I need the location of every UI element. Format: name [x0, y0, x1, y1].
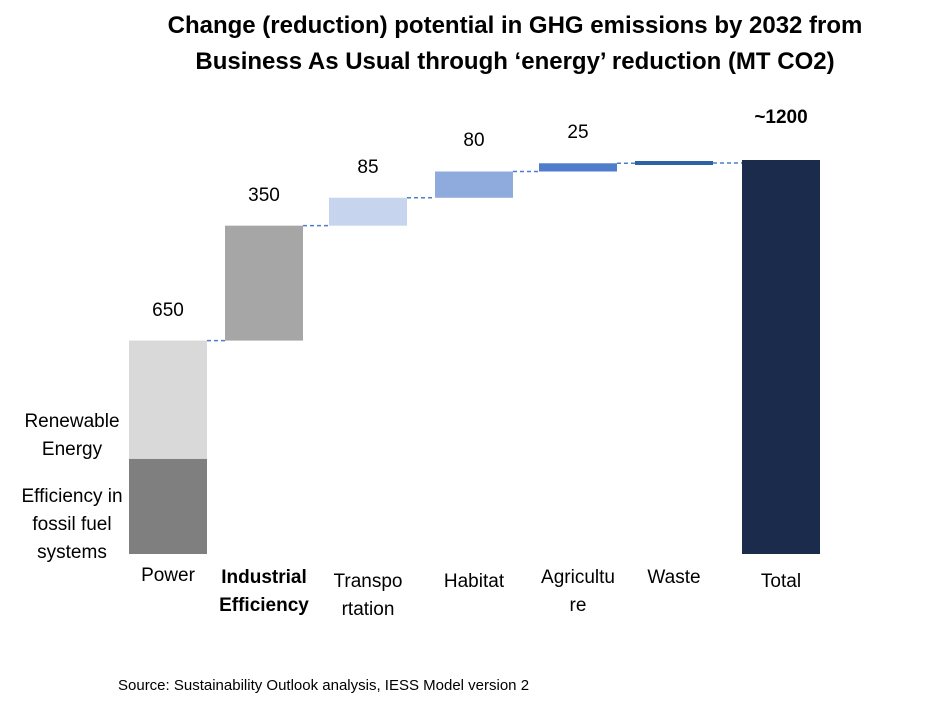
value-label: 25: [567, 122, 589, 144]
value-label: ~1200: [754, 107, 808, 128]
bar-power-fossil-efficiency: [129, 458, 207, 554]
bar-transportation: [329, 197, 407, 226]
bar-industrial-efficiency: [225, 225, 303, 341]
category-label: Transpo rtation: [333, 571, 403, 620]
bar-total: [742, 160, 820, 554]
chart-title: Change (reduction) potential in GHG emis…: [167, 12, 863, 75]
segment-label: Renewable Energy: [24, 411, 120, 460]
bar-power-renewable: [129, 340, 207, 459]
category-label: Industrial Efficiency: [219, 567, 309, 616]
source-note: Source: Sustainability Outlook analysis,…: [118, 677, 530, 694]
value-label: 80: [463, 130, 485, 152]
bar-waste: [635, 161, 713, 165]
segment-label: Efficiency in fossil fuel systems: [21, 486, 123, 563]
value-label: 85: [357, 156, 379, 178]
value-label: 650: [152, 299, 184, 321]
value-label: 350: [248, 184, 280, 206]
category-label: Habitat: [443, 571, 505, 592]
category-label: Agricultu re: [541, 567, 615, 616]
bar-agriculture: [539, 163, 617, 172]
category-label: Total: [760, 571, 802, 592]
category-label: Power: [141, 565, 195, 586]
bar-habitat: [435, 171, 513, 198]
category-label: Waste: [647, 567, 701, 588]
